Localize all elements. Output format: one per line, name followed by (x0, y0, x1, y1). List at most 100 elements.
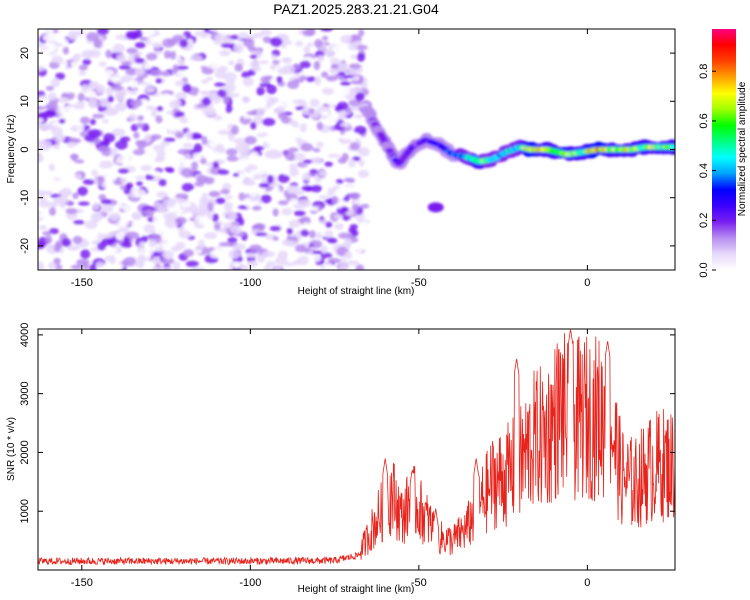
noise-blob (142, 29, 156, 37)
noise-blob (100, 180, 115, 188)
noise-blob (347, 43, 359, 51)
noise-blob (326, 114, 339, 124)
noise-blob (116, 53, 127, 63)
noise-blob (154, 225, 163, 236)
noise-blob (143, 224, 156, 234)
noise-blob (309, 98, 320, 108)
noise-blob (42, 231, 52, 236)
noise-blob (348, 192, 361, 199)
noise-blob (175, 91, 187, 102)
noise-blob (78, 201, 90, 206)
noise-blob (209, 250, 223, 259)
noise-blob (194, 30, 208, 37)
noise-blob (164, 50, 171, 60)
noise-blob (222, 95, 230, 105)
noise-blob (126, 47, 138, 54)
noise-blob (125, 182, 134, 190)
noise-blob (92, 113, 105, 119)
noise-blob (89, 263, 97, 270)
noise-blob (162, 250, 174, 260)
noise-blob (249, 151, 259, 159)
noise-blob (151, 266, 161, 270)
noise-blob (277, 231, 286, 239)
noise-blob (68, 223, 80, 229)
noise-blob (201, 96, 212, 106)
noise-blob (206, 262, 216, 270)
noise-blob (238, 217, 245, 226)
noise-blob (51, 55, 63, 64)
noise-blob (353, 114, 364, 119)
noise-blob (334, 258, 341, 263)
noise-blob (54, 163, 68, 169)
noise-blob (169, 50, 177, 60)
noise-blob (178, 59, 186, 66)
noise-blob (143, 63, 153, 70)
noise-blob (233, 95, 243, 105)
noise-blob (243, 38, 255, 48)
noise-blob (318, 195, 329, 200)
noise-blob (269, 225, 281, 232)
noise-blob (149, 170, 161, 177)
noise-blob (262, 118, 276, 127)
noise-blob (174, 99, 182, 109)
noise-blob (175, 65, 189, 70)
noise-blob (60, 38, 69, 46)
noise-blob (220, 43, 235, 49)
noise-blob (232, 172, 240, 178)
noise-blob (274, 266, 282, 270)
noise-blob (125, 231, 140, 240)
noise-blob (118, 218, 130, 227)
noise-blob (320, 29, 333, 32)
noise-blob (250, 210, 264, 218)
noise-blob (70, 43, 85, 52)
noise-blob (308, 108, 315, 114)
x-tick-label: -50 (411, 277, 427, 289)
noise-blob (316, 121, 324, 131)
spectrogram-panel: -150 -100 -50 0 20 10 0 -10 -20 Height of straig… (6, 28, 676, 297)
noise-blob (266, 84, 277, 95)
noise-blob (228, 131, 235, 142)
noise-blob (359, 221, 369, 229)
noise-blob (100, 203, 114, 213)
noise-blob (101, 233, 114, 239)
noise-blob (156, 106, 164, 112)
noise-blob (109, 211, 121, 221)
noise-blob (288, 219, 301, 228)
noise-blob (182, 249, 195, 257)
noise-blob (175, 131, 184, 139)
noise-blob (242, 181, 256, 186)
noise-blob (226, 86, 233, 96)
noise-blob (259, 82, 272, 88)
noise-blob (338, 62, 348, 72)
noise-blob (277, 200, 289, 206)
noise-blob (249, 244, 263, 253)
noise-blob (185, 111, 193, 122)
noise-blob (143, 77, 154, 84)
noise-blob (317, 54, 325, 62)
noise-blob (227, 237, 238, 244)
spectrogram-heatmap (38, 29, 675, 270)
colorbar-tick-label: 0.2 (698, 213, 710, 228)
noise-blob (181, 183, 194, 192)
noise-blob (271, 54, 278, 60)
noise-blob (160, 113, 173, 119)
noise-blob (207, 202, 214, 212)
noise-blob (325, 75, 338, 82)
noise-blob (140, 235, 149, 243)
noise-blob (179, 39, 188, 48)
noise-blob (337, 86, 351, 97)
noise-blob (234, 63, 244, 72)
noise-blob (321, 35, 329, 41)
noise-blob (300, 142, 314, 152)
noise-blob (192, 152, 202, 162)
noise-blob (133, 131, 140, 139)
noise-blob (45, 85, 55, 91)
x-tick-label: -100 (239, 277, 261, 289)
noise-blob (305, 186, 313, 192)
noise-blob (38, 261, 45, 270)
noise-blob (155, 78, 163, 84)
noise-blob (125, 30, 139, 40)
noise-blob (97, 145, 110, 152)
noise-blob (288, 147, 299, 153)
noise-blob (320, 245, 328, 254)
